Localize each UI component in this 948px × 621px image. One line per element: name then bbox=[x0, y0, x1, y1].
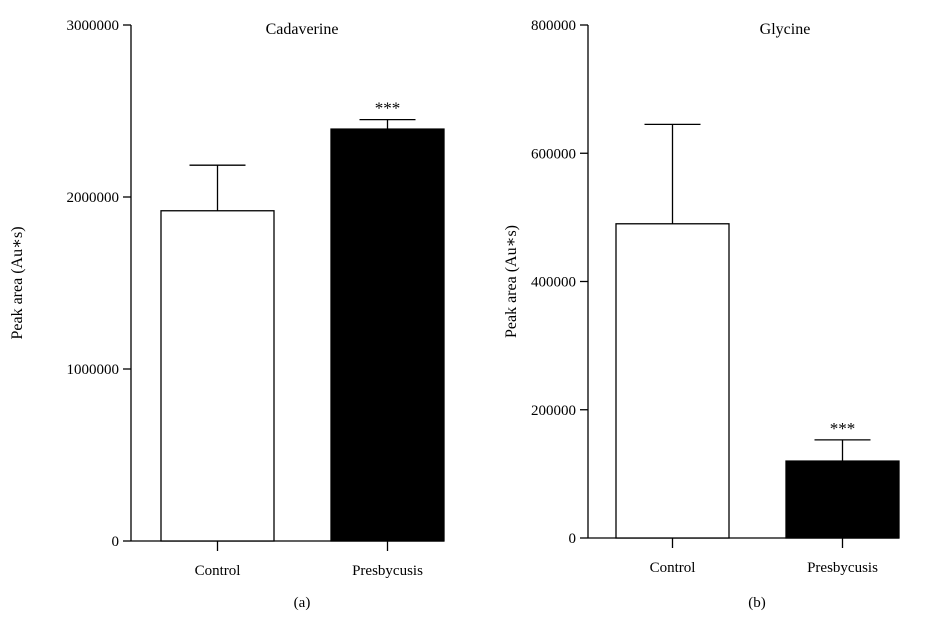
y-axis-title: Peak area (Au∗s) bbox=[9, 226, 26, 339]
significance-marker: *** bbox=[830, 419, 856, 438]
x-tick-label: Control bbox=[195, 563, 241, 579]
panel-a: Cadaverine 0 1000000 2000000 3000000 Peak are… bbox=[9, 18, 445, 611]
bar-control bbox=[160, 210, 275, 542]
y-axis-title: Peak area (Au∗s) bbox=[503, 225, 520, 338]
y-tick-label: 0 bbox=[569, 531, 577, 547]
y-tick-label: 600000 bbox=[531, 146, 576, 162]
x-tick-label: Control bbox=[650, 560, 696, 576]
chart-title: Cadaverine bbox=[266, 21, 339, 38]
y-tick-label: 0 bbox=[112, 534, 120, 550]
y-tick-label: 400000 bbox=[531, 275, 576, 291]
panel-b: Glycine 0 200000 400000 600000 800000 Peak are… bbox=[503, 18, 900, 611]
panel-label: (b) bbox=[748, 595, 766, 611]
chart-title: Glycine bbox=[760, 21, 811, 38]
bar-presbycusis bbox=[330, 128, 445, 542]
bar-presbycusis bbox=[785, 460, 900, 539]
y-tick-label: 1000000 bbox=[67, 362, 120, 378]
significance-marker: *** bbox=[375, 99, 401, 118]
x-tick-label: Presbycusis bbox=[807, 560, 878, 576]
y-tick-label: 2000000 bbox=[67, 190, 120, 206]
y-tick-label: 3000000 bbox=[67, 18, 120, 34]
bar-control bbox=[615, 223, 730, 539]
panel-label: (a) bbox=[294, 595, 311, 611]
y-tick-label: 800000 bbox=[531, 18, 576, 34]
y-tick-label: 200000 bbox=[531, 403, 576, 419]
x-tick-label: Presbycusis bbox=[352, 563, 423, 579]
